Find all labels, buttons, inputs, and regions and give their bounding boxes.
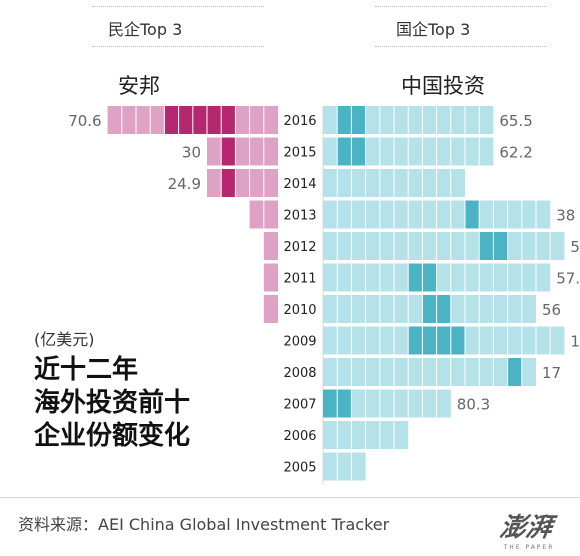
year-label-2012: 2012 — [283, 240, 316, 255]
year-label-2010: 2010 — [283, 303, 316, 318]
source-note: 资料来源：AEI China Global Investment Tracker — [18, 511, 389, 535]
left-highlight-2014 — [221, 169, 236, 197]
right-highlight-2013 — [465, 200, 480, 229]
year-label-2011: 2011 — [283, 272, 316, 287]
source-prefix: 资料来源： — [18, 515, 99, 534]
header-divider-left-top — [92, 6, 264, 7]
header-divider-right-top — [375, 6, 547, 7]
publisher-logo: 澎湃 THE PAPER — [498, 512, 559, 551]
source-text: AEI China Global Investment Tracker — [98, 515, 390, 534]
year-label-2008: 2008 — [283, 366, 316, 381]
right-value-label-2012: 51.3 — [570, 238, 580, 256]
left-bar-2012 — [263, 232, 278, 260]
unit-label: (亿美元) — [34, 330, 95, 349]
title-line-2: 海外投资前十 — [34, 388, 191, 418]
left-value-label-2014: 24.9 — [168, 175, 201, 193]
right-bar-2008 — [323, 358, 536, 386]
left-highlight-2015 — [221, 137, 236, 166]
right-value-label-2016: 65.5 — [499, 112, 532, 130]
year-label-2006: 2006 — [283, 429, 316, 444]
year-label-2014: 2014 — [283, 177, 316, 192]
diverging-bar-chart: 2016 70.6 65.5 2015 30 62.2 2014 24.9 2013 38 2012… — [68, 106, 580, 485]
right-group-label: 国企Top 3 — [396, 20, 471, 39]
left-company-label: 安邦 — [118, 74, 160, 98]
header-divider-left-bottom — [92, 46, 264, 47]
left-highlight-2016 — [164, 106, 236, 134]
left-bar-2010 — [263, 295, 278, 323]
right-value-label-2013: 38 — [556, 207, 575, 225]
right-value-label-2008: 17 — [542, 364, 561, 382]
left-value-label-2015: 30 — [182, 144, 201, 162]
right-company-label: 中国投资 — [401, 74, 485, 98]
svg-text:THE PAPER: THE PAPER — [503, 544, 555, 551]
year-label-2007: 2007 — [283, 398, 316, 413]
right-value-label-2015: 62.2 — [499, 144, 532, 162]
year-label-2013: 2013 — [283, 209, 316, 224]
left-value-label-2016: 70.6 — [68, 112, 101, 130]
year-label-2005: 2005 — [283, 461, 316, 476]
right-highlight-2008 — [507, 358, 522, 386]
right-bar-2005 — [323, 452, 366, 481]
right-value-label-2009: 114 — [570, 333, 580, 351]
year-label-2016: 2016 — [283, 114, 316, 129]
right-bar-2012 — [323, 232, 565, 260]
title-line-1: 近十二年 — [34, 355, 139, 385]
footer-divider — [0, 497, 580, 498]
svg-text:澎湃: 澎湃 — [498, 512, 559, 543]
left-bar-2011 — [263, 263, 278, 292]
right-value-label-2007: 80.3 — [457, 396, 490, 414]
chart-title: 近十二年 海外投资前十 企业份额变化 — [34, 354, 190, 453]
right-value-label-2011: 57.9 — [556, 270, 580, 288]
title-line-3: 企业份额变化 — [34, 421, 191, 451]
right-value-label-2010: 56 — [542, 301, 561, 319]
year-label-2015: 2015 — [283, 146, 316, 161]
left-bar-2015 — [207, 137, 278, 166]
header-divider-right-bottom — [375, 46, 547, 47]
year-label-2009: 2009 — [283, 335, 316, 350]
left-group-label: 民企Top 3 — [108, 20, 183, 39]
left-bar-2014 — [207, 169, 278, 197]
